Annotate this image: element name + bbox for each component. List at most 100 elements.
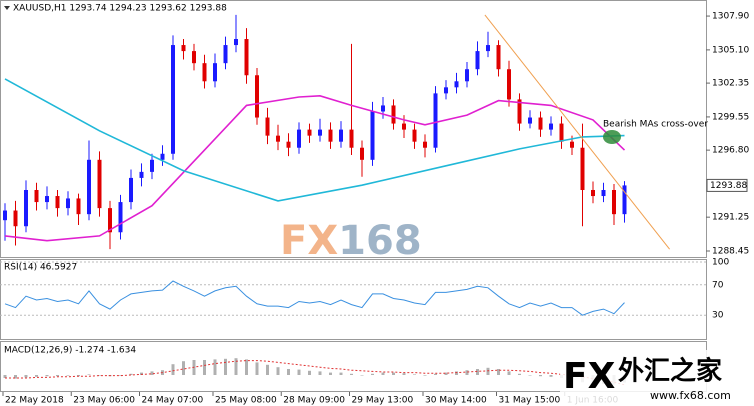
macd-bar [465,370,469,375]
macd-bar [35,375,38,377]
macd-title: MACD(12,26,9) -1.274 -1.634 [4,346,136,356]
rsi-tick-label: 30 [712,311,724,321]
candle-body [66,198,70,209]
macd-bar [518,373,521,375]
candle-body [538,117,543,130]
candle-body [297,129,301,148]
macd-bar [402,373,406,375]
macd-bar [66,375,70,376]
candle-body [76,198,81,215]
candle-body [475,51,480,70]
candle-body [412,129,417,142]
x-tick-label: 30 May 14:00 [425,396,487,406]
macd-bar [56,375,59,377]
logo-bg [560,350,754,406]
candle-body [444,87,448,94]
y-tick-label: 1296.80 [712,146,749,156]
macd-bar [455,371,458,375]
macd-bar [213,359,217,375]
macd-bar [308,370,311,375]
macd-bar [549,375,553,377]
candle-body [528,117,532,124]
macd-bar [129,373,133,375]
candle-body [328,129,333,142]
y-tick-label: 1307.90 [712,12,749,22]
macd-bar [276,367,280,375]
watermark-fx: FX [280,218,338,264]
moving-average [4,78,625,202]
candle-body [34,189,39,203]
candle-body [381,105,385,112]
logo-url: www.fx68.com [650,389,731,402]
candle-body [181,45,186,52]
candle-body [318,129,322,136]
macd-bar [423,375,427,376]
y-tick-label: 1302.35 [712,79,749,89]
macd-bar [497,369,500,375]
candle-body [339,129,343,142]
chart-header: XAUUSD,H1 1293.74 1294.23 1293.62 1293.8… [13,4,227,14]
current-price: 1293.88 [710,181,747,191]
y-tick-label: 1299.55 [712,112,749,122]
candle-body [591,189,595,197]
candle-body [160,153,165,160]
candle-body [150,159,154,172]
macd-bar [77,375,80,377]
macd-bar [203,360,206,375]
candle-body [223,45,228,64]
candle-body [349,129,354,148]
x-tick-label: 24 May 07:00 [142,396,204,406]
macd-bar [434,373,437,375]
trendline [484,14,670,250]
rsi-tick-label: 70 [712,280,724,290]
x-tick-label: 29 May 13:00 [352,396,414,406]
y-tick-label: 1305.10 [712,45,749,55]
macd-bar [539,375,542,377]
candle-body [55,196,60,209]
macd-bar [371,373,374,375]
candle-body [601,189,606,197]
candle-body [13,210,18,227]
logo-fx: FX [563,356,616,397]
candle-body [622,185,627,215]
macd-bar [507,371,511,375]
macd-bar [297,369,301,375]
macd-bar [24,375,28,378]
candle-body [465,69,469,82]
macd-bar [14,375,17,379]
macd-bar [392,372,395,375]
candle-body [370,111,375,160]
candle-body [612,189,616,215]
macd-bar [266,364,269,375]
candle-body [433,93,438,148]
price-box [706,178,748,192]
x-tick-label: 22 May 2018 [5,396,64,406]
candle-body [202,63,207,82]
macd-bar [171,364,175,375]
macd-bar [318,371,322,375]
rsi-line [4,280,625,316]
y-tick-label: 1288.45 [712,246,749,256]
macd-bar [119,375,122,376]
candle-body [507,69,511,100]
macd-bar [339,372,343,375]
candle-body [171,45,175,154]
candle-body [276,135,280,142]
main-panel [0,0,707,258]
candle-body [255,75,259,118]
macd-bar [140,372,143,375]
macd-bar [98,375,101,376]
y-tick-label: 1291.25 [712,213,749,223]
menu-icon[interactable] [4,6,10,10]
macd-bar [224,358,227,375]
candle-body [3,210,7,221]
macd-bar [245,359,248,375]
macd-bar [413,374,416,375]
watermark: FX168 [280,218,422,264]
annotation: Bearish MAs cross-over [603,120,708,130]
candle-body [45,196,49,203]
x-tick-label: 25 May 08:00 [215,396,277,406]
candle-body [570,141,574,148]
